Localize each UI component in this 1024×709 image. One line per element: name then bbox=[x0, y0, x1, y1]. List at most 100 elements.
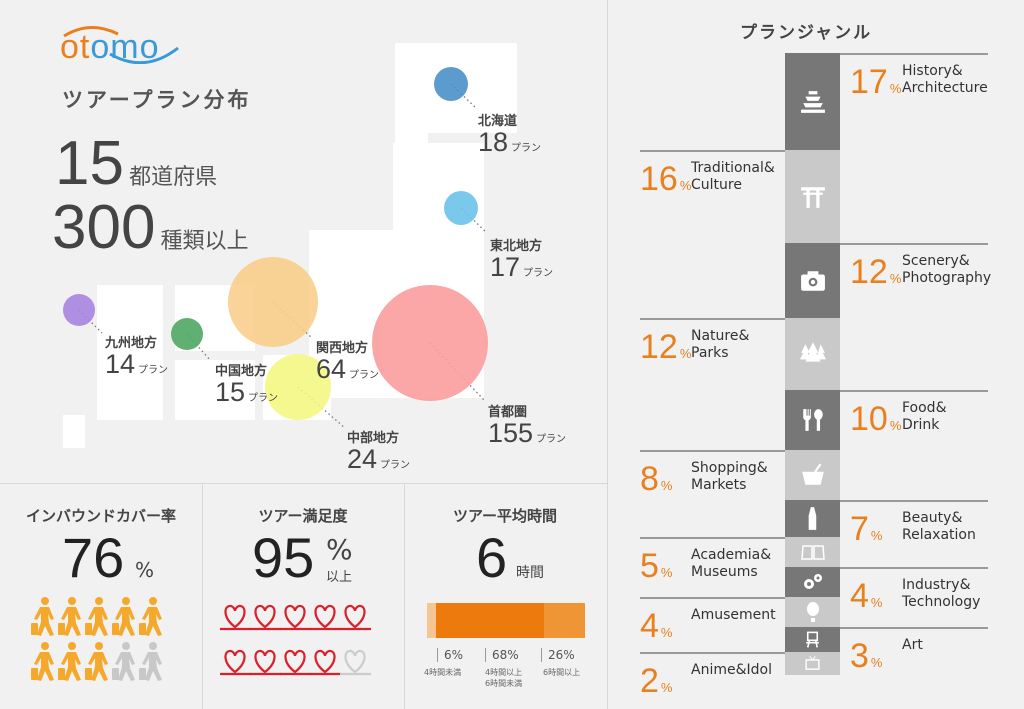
genre-label: Industry& Technology bbox=[902, 577, 980, 611]
genre-bar-segment bbox=[785, 243, 840, 318]
duration-bar-segment bbox=[436, 603, 544, 638]
traveler-icon bbox=[85, 597, 108, 636]
region-name: 北海道 bbox=[478, 114, 518, 129]
satisfaction-unit: % bbox=[326, 533, 353, 566]
genre-item: 12% Nature& Parks bbox=[640, 318, 785, 364]
region-bubble bbox=[434, 67, 468, 101]
traveler-icon bbox=[85, 642, 108, 681]
divider bbox=[404, 483, 405, 709]
logo-arcs bbox=[63, 26, 179, 64]
genre-label: Scenery& Photography bbox=[902, 253, 991, 287]
genre-label-line: Markets bbox=[691, 477, 747, 493]
genre-percent: 3% bbox=[850, 639, 882, 673]
otomo-logo: otomo bbox=[60, 26, 179, 67]
distribution-title: ツアープラン分布 bbox=[62, 88, 252, 112]
genre-label-line: Food& bbox=[902, 400, 947, 416]
plan-unit: プラン bbox=[380, 460, 411, 471]
region-plan-count: 64 bbox=[316, 354, 347, 384]
balloon-icon bbox=[806, 602, 819, 622]
plan-unit: プラン bbox=[536, 434, 567, 445]
genre-label: Academia& Museums bbox=[691, 547, 771, 581]
people-pictogram bbox=[31, 597, 162, 681]
genre-bar-segment bbox=[785, 450, 840, 500]
plan-unit: プラン bbox=[349, 370, 380, 381]
heart-icon bbox=[340, 604, 371, 631]
genre-percent-value: 2 bbox=[640, 662, 659, 700]
genre-bar-segment bbox=[785, 537, 840, 567]
divider bbox=[607, 0, 608, 709]
region-label: 九州地方 14 プラン bbox=[105, 332, 168, 378]
traveler-icon bbox=[31, 597, 54, 636]
genre-label-line: Museums bbox=[691, 564, 758, 580]
genre-percent: 8% bbox=[640, 462, 672, 496]
genre-label-line: Amusement bbox=[691, 607, 776, 623]
genre-label: Anime&Idol bbox=[691, 662, 772, 679]
region-plans: 24 プラン bbox=[347, 446, 410, 473]
genre-label: Amusement bbox=[691, 607, 776, 624]
genre-label-line: Architecture bbox=[902, 80, 988, 96]
genre-percent-value: 3 bbox=[850, 637, 869, 675]
percent-symbol: % bbox=[660, 565, 673, 580]
genre-label-line: Industry& bbox=[902, 577, 971, 593]
genre-percent: 2% bbox=[640, 664, 672, 698]
heart-icon bbox=[310, 649, 341, 676]
region-bubble bbox=[372, 285, 488, 401]
prefectures-stat: 15 都道府県 bbox=[55, 133, 217, 195]
genre-bar-segment bbox=[785, 53, 840, 150]
genre-percent-value: 5 bbox=[640, 547, 659, 585]
book-icon bbox=[800, 545, 825, 560]
traveler-icon bbox=[139, 642, 162, 681]
duration-unit: 時間 bbox=[516, 565, 544, 581]
heart-icon bbox=[280, 649, 311, 676]
genre-item: 2% Anime&Idol bbox=[640, 652, 785, 698]
genre-label: Shopping& Markets bbox=[691, 460, 768, 494]
plans-stat: 300 種類以上 bbox=[52, 197, 249, 259]
region-label: 中部地方 24 プラン bbox=[347, 427, 410, 473]
bottle-icon bbox=[808, 506, 816, 530]
region-plans: 17 プラン bbox=[490, 254, 553, 281]
genre-label-line: Nature& bbox=[691, 328, 750, 344]
japan-map bbox=[63, 43, 517, 448]
heart-icon bbox=[340, 649, 371, 676]
region-plan-count: 15 bbox=[215, 377, 246, 407]
genre-item: 4% Amusement bbox=[640, 597, 785, 643]
heart-icon bbox=[310, 604, 341, 631]
duration-bar-segment bbox=[427, 603, 437, 638]
genre-percent: 5% bbox=[640, 549, 672, 583]
genre-percent: 12% bbox=[850, 255, 901, 289]
castle-icon bbox=[800, 90, 825, 113]
genre-label-line: Technology bbox=[902, 594, 981, 610]
heart-icon bbox=[280, 604, 311, 631]
region-label: 北海道 18 プラン bbox=[478, 110, 541, 156]
region-name: 中部地方 bbox=[347, 431, 400, 446]
percent-symbol: % bbox=[889, 271, 902, 286]
genre-percent: 4% bbox=[640, 609, 672, 643]
prefectures-value: 15 bbox=[55, 129, 124, 198]
heart-icon bbox=[250, 604, 281, 631]
genre-item: 8% Shopping& Markets bbox=[640, 450, 785, 496]
region-label: 首都圏 155 プラン bbox=[488, 401, 566, 447]
duration-stacked-bar bbox=[427, 603, 585, 638]
genre-label-line: Culture bbox=[691, 177, 742, 193]
genre-label-line: Traditional& bbox=[691, 160, 775, 176]
inbound-unit: % bbox=[135, 558, 155, 582]
genre-title: プランジャンル bbox=[740, 23, 873, 43]
genre-bar-segment bbox=[785, 567, 840, 597]
genre-percent-value: 16 bbox=[640, 160, 678, 198]
torii-icon bbox=[800, 186, 825, 208]
genre-percent-value: 4 bbox=[640, 607, 659, 645]
genre-label: Beauty& Relaxation bbox=[902, 510, 976, 544]
percent-symbol: % bbox=[870, 528, 883, 543]
genre-percent: 10% bbox=[850, 402, 901, 436]
percent-symbol: % bbox=[660, 625, 673, 640]
region-name: 九州地方 bbox=[105, 336, 158, 351]
region-bubble bbox=[444, 191, 478, 225]
duration-pct: 26% bbox=[541, 648, 575, 662]
duration-label: 4時間未満 bbox=[424, 668, 462, 677]
genre-item: 12% Scenery& Photography bbox=[840, 243, 991, 289]
satisfaction-unit2: 以上 bbox=[326, 570, 353, 585]
region-name: 首都圏 bbox=[488, 405, 528, 420]
region-name: 東北地方 bbox=[490, 239, 543, 254]
region-plans: 14 プラン bbox=[105, 351, 168, 378]
genre-bar-segment bbox=[785, 652, 840, 675]
